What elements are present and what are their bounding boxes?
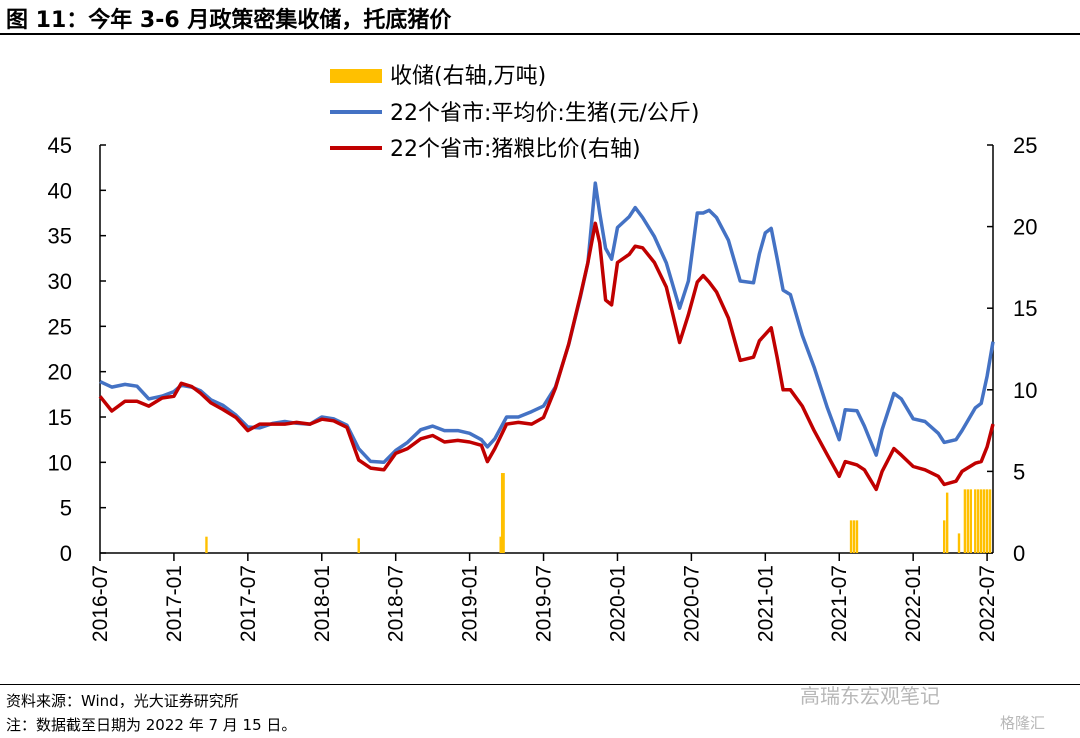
- lines: [98, 181, 995, 492]
- axes: 0 5 10 15 20 25 30 35 40 45 0 5 10 15 20 25 2016-07 2017-…: [48, 133, 1038, 642]
- legend-swatch-storage: [330, 69, 382, 83]
- storage-bar: [982, 489, 986, 553]
- date-note: 注：数据截至日期为 2022 年 7 月 15 日。: [6, 716, 297, 734]
- storage-bar: [963, 489, 967, 553]
- legend-label-storage: 收储(右轴,万吨): [390, 64, 546, 89]
- storage-bar: [969, 489, 973, 553]
- x-tick-label: 2021-01: [754, 565, 777, 642]
- x-tick-label: 2017-07: [237, 565, 260, 642]
- storage-bars: [205, 473, 992, 553]
- source-note: 资料来源：Wind，光大证券研究所: [6, 692, 239, 710]
- storage-bar: [502, 473, 505, 553]
- legend: 收储(右轴,万吨) 22个省市:平均价:生猪(元/公斤) 22个省市:猪粮比价(…: [330, 64, 699, 162]
- y-left-tick-label: 15: [48, 405, 72, 430]
- y-right-tick-label: 5: [1013, 459, 1025, 484]
- storage-bar: [985, 489, 989, 553]
- y-left-tick-label: 20: [48, 360, 72, 385]
- y-left-tick-label: 0: [60, 541, 72, 566]
- x-tick-label: 2019-01: [459, 565, 482, 642]
- x-tick-label: 2018-01: [311, 565, 334, 642]
- legend-label-ratio: 22个省市:猪粮比价(右轴): [390, 137, 641, 162]
- y-right-tick-label: 20: [1013, 215, 1037, 240]
- storage-bar: [943, 520, 946, 553]
- y-left-tick-label: 35: [48, 224, 72, 249]
- figure-title: 图 11：今年 3-6 月政策密集收储，托底猪价: [6, 8, 452, 33]
- x-tick-label: 2022-07: [976, 565, 999, 642]
- y-right-tick-label: 25: [1013, 133, 1037, 158]
- x-tick-label: 2018-07: [385, 565, 408, 642]
- y-left-tick-label: 40: [48, 178, 72, 203]
- watermark-logo-text: 格隆汇: [1000, 714, 1046, 732]
- ratio-line: [98, 221, 995, 492]
- storage-bar: [988, 489, 992, 553]
- storage-bar: [849, 520, 853, 553]
- x-tick-label: 2017-01: [163, 565, 186, 642]
- storage-bar: [957, 533, 961, 553]
- y-right-tick-label: 10: [1013, 378, 1037, 403]
- x-tick-label: 2019-07: [533, 565, 556, 642]
- title-rule: [0, 33, 1080, 35]
- y-right-tick-label: 0: [1013, 541, 1025, 566]
- storage-bar: [945, 492, 949, 553]
- watermark-text: 高瑞东宏观笔记: [800, 684, 940, 708]
- x-tick-label: 2022-01: [902, 565, 925, 642]
- storage-bar: [855, 520, 859, 553]
- storage-bar: [852, 520, 856, 553]
- storage-bar: [974, 489, 977, 553]
- x-tick-label: 2020-01: [606, 565, 629, 642]
- y-left-tick-label: 45: [48, 133, 72, 158]
- x-tick-label: 2020-07: [680, 565, 703, 642]
- y-left-tick-label: 10: [48, 450, 72, 475]
- y-left-tick-label: 5: [60, 496, 72, 521]
- storage-bar: [979, 489, 983, 553]
- storage-bar: [499, 536, 502, 553]
- x-tick-label: 2016-07: [89, 565, 112, 642]
- y-left-tick-label: 30: [48, 269, 72, 294]
- legend-label-price: 22个省市:平均价:生猪(元/公斤): [390, 101, 699, 126]
- storage-bar: [500, 473, 504, 553]
- footer-rule: [0, 684, 1080, 685]
- y-right-tick-label: 15: [1013, 296, 1037, 321]
- storage-bar: [205, 536, 208, 553]
- storage-bar: [357, 538, 360, 553]
- y-left-tick-label: 25: [48, 314, 72, 339]
- x-tick-label: 2021-07: [828, 565, 851, 642]
- storage-bar: [966, 489, 970, 553]
- storage-bar: [977, 489, 980, 553]
- price-line: [99, 181, 995, 465]
